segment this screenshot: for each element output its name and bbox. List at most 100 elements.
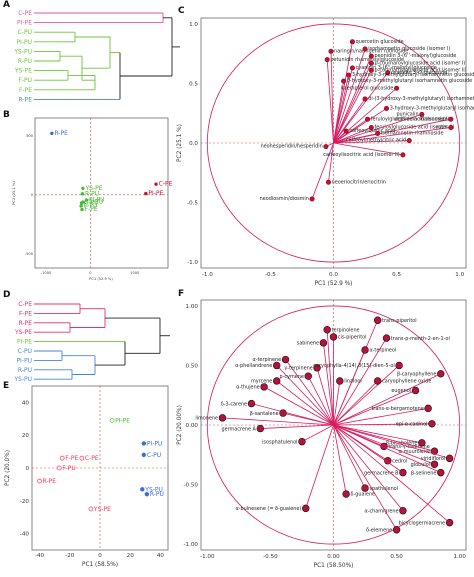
score-point <box>79 201 84 205</box>
loading-label: quercetin glucoside <box>356 39 404 45</box>
dendro-a-leaf-label: YS-PU <box>13 48 32 55</box>
loading-label: δ-3-carene <box>221 401 247 407</box>
loading-label: p-coumaroylglucoside acid (isomer I) <box>375 60 466 66</box>
loading-label: α-terpinene <box>253 357 282 363</box>
dendro-a-leaf-label: R-PU <box>18 58 32 65</box>
loading-vector <box>333 98 366 144</box>
score-point <box>140 487 145 492</box>
loading-label: di-(3-hydroxy-3-methylglutaryl) isorhamn… <box>368 96 474 102</box>
loading-point <box>362 46 368 52</box>
loading-point <box>319 339 328 347</box>
loading-vector <box>333 380 341 426</box>
score-point <box>50 131 54 136</box>
loading-label: α-terpineol <box>369 348 396 354</box>
loading-vector <box>333 407 429 426</box>
loading-point <box>349 39 355 45</box>
loading-point <box>445 518 454 527</box>
loading-vector <box>333 130 347 144</box>
loading-vector <box>333 424 404 473</box>
loading-label: 3-hydroxy-3-methylglutaryl isorhamnetin … <box>352 72 474 78</box>
pca-loadings-f: -1.00 -0.50 0.00 0.50 1.00 1.00 0.50 0.00 -0.50 -… <box>177 299 466 569</box>
loading-vector <box>333 70 372 144</box>
loading-point <box>279 409 287 417</box>
loading-label: caryophyllene oxide <box>382 379 431 385</box>
loading-point <box>384 457 392 465</box>
loading-point <box>361 346 369 354</box>
loading-label: limonene <box>195 416 218 422</box>
loading-label: β-bisabolene <box>386 441 417 447</box>
loading-label: β-selinene <box>411 470 436 476</box>
loading-label: cyanidin 3-O-glucoside <box>391 70 447 76</box>
dendro-a-leaf-label: YS-PE <box>14 68 32 75</box>
dendro-d-leaf-label: YS-PE <box>14 329 32 336</box>
loading-label: trans-p-menth-2-en-1-ol <box>391 336 450 342</box>
loading-vector <box>307 376 334 426</box>
panel-b-label: B <box>3 110 10 120</box>
score-point <box>79 204 83 208</box>
loading-point <box>323 144 329 150</box>
x-tick-label: 0 <box>98 553 102 559</box>
y-tick-label: -0.50 <box>184 483 199 489</box>
loading-vector <box>333 380 378 426</box>
loading-label: sabinene <box>297 341 319 347</box>
loading-vector <box>316 367 334 426</box>
panel-f-label: F <box>178 289 184 299</box>
loading-vector <box>333 424 450 459</box>
loading-label: neohesperidin/hesperidin <box>261 144 323 150</box>
dendrogram-a: C-PE PI-PE C-PU PI-PU YS-PU R-PU YS-PE F-PU F-PE… <box>13 10 180 103</box>
loading-label: cis-piperitol <box>338 335 367 341</box>
loading-vector <box>333 365 400 426</box>
loading-vector <box>330 51 334 144</box>
loading-label: caryophylla-4(14),8(15)-dien-5-ol <box>313 363 394 369</box>
score-point <box>80 192 85 196</box>
loading-point <box>399 468 407 477</box>
loading-label: p-cymene <box>280 374 304 380</box>
loading-point <box>325 179 331 185</box>
dendro-d-leaf-label: YS-PU <box>13 376 32 383</box>
loading-label: naringin/naringenin rutinoside <box>334 48 408 54</box>
loading-label: α-thujene <box>236 385 260 391</box>
loading-label: caffeoylquinic acid <box>349 128 395 134</box>
loading-label: linalool <box>344 379 362 385</box>
x-tick-label: 1.00 <box>453 554 466 560</box>
loading-point <box>336 377 344 385</box>
loading-vector <box>301 424 334 443</box>
loading-label: p-coumaroylglucoside acid (isomer II) <box>375 67 467 73</box>
score-point <box>79 455 85 461</box>
loading-vector <box>333 424 435 465</box>
loading-vector <box>333 424 366 489</box>
dendro-a-leaf-label: PI-PE <box>17 20 32 27</box>
loading-point <box>349 65 355 71</box>
loading-vector <box>328 142 334 183</box>
loading-label: trans-α-bergamotene <box>371 406 423 412</box>
loading-point <box>418 439 426 447</box>
y-tick-label: 1.00 <box>186 304 199 310</box>
loading-point <box>428 420 436 428</box>
loading-label: cyanidin 3-(6''-malonyl)glucoside <box>356 65 437 71</box>
score-point-label: PI-PE <box>148 190 163 197</box>
dendro-d-leaf-label: C-PE <box>18 301 32 308</box>
loading-vector <box>333 63 372 144</box>
loading-label: trans-γ-cadinene <box>388 444 429 450</box>
loading-point <box>328 48 334 54</box>
loading-point <box>437 468 445 477</box>
panel-a-label: A <box>3 0 10 10</box>
loading-vector <box>333 424 441 473</box>
loading-label: isorhamnetin glucoside (isomer I) <box>368 46 450 52</box>
y-tick-label: -40 <box>20 532 30 538</box>
loading-point <box>445 454 454 463</box>
loading-vector <box>305 424 334 509</box>
loading-label: γ-terpinene <box>284 366 312 372</box>
y-tick-label: 20 <box>22 433 30 439</box>
y-tick-label: 1.0 <box>189 22 198 28</box>
loading-label: β-santalene <box>250 411 279 417</box>
score-point <box>80 207 84 212</box>
score-point-label: YS-PU <box>144 486 163 493</box>
loading-vector <box>282 412 334 426</box>
loading-vector <box>311 142 334 200</box>
y-tick-label: -0.5 <box>187 201 198 207</box>
y-tick-label: 40 <box>22 400 30 406</box>
loading-vector <box>333 81 344 144</box>
loading-point <box>382 334 391 342</box>
y-tick-label: 0.00 <box>186 423 199 429</box>
